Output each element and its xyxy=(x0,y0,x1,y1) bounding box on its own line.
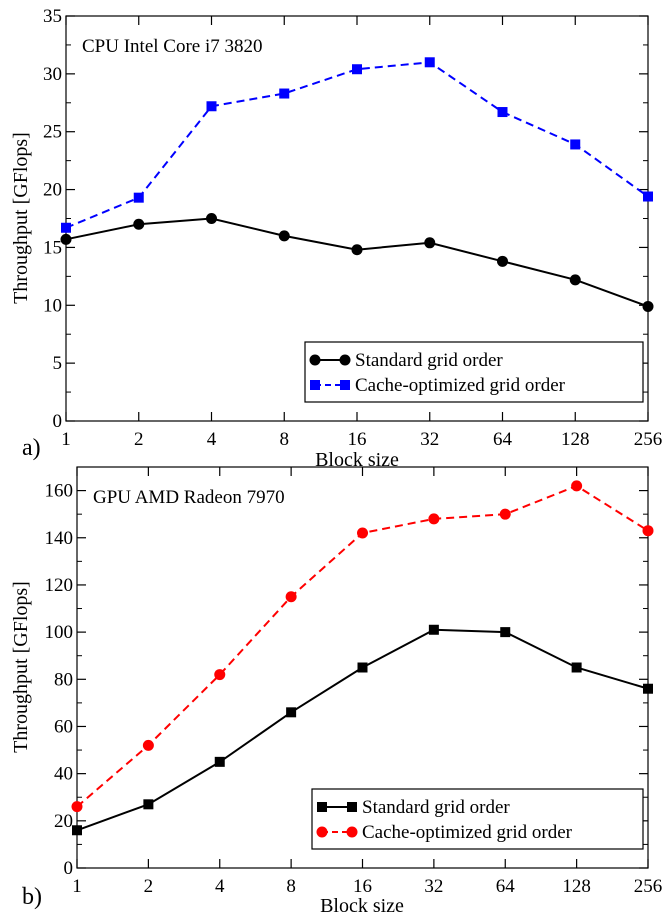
data-point xyxy=(499,508,511,520)
x-tick-label: 32 xyxy=(424,876,443,897)
y-tick-label: 0 xyxy=(64,858,74,879)
panel-b: 0 20 40 60 80 100 120 140 160 1 2 4 8 16 32 64 128 256 Blo… xyxy=(10,466,663,915)
legend-marker xyxy=(347,802,357,812)
series-line-1 xyxy=(65,61,649,229)
legend-label: Standard grid order xyxy=(362,797,510,818)
y-tick-label: 160 xyxy=(45,481,74,502)
x-tick-label: 2 xyxy=(134,429,144,450)
data-point xyxy=(642,525,654,537)
x-axis-label: Block size xyxy=(320,895,404,915)
y-tick-label: 35 xyxy=(43,6,62,27)
series-line-0 xyxy=(65,217,649,308)
data-point xyxy=(569,274,581,286)
legend-label: Standard grid order xyxy=(355,350,503,371)
x-tick-label: 256 xyxy=(634,876,663,897)
chart-annotation: CPU Intel Core i7 3820 xyxy=(82,36,263,57)
data-point xyxy=(133,192,144,203)
legend-box xyxy=(304,341,644,403)
x-tick-label: 1 xyxy=(72,876,82,897)
y-tick-label: 30 xyxy=(43,64,62,85)
legend-marker xyxy=(317,802,327,812)
legend-marker xyxy=(346,826,358,838)
data-point xyxy=(428,624,439,635)
x-tick-label: 4 xyxy=(215,876,225,897)
data-point xyxy=(279,88,290,99)
y-tick-label: 25 xyxy=(43,122,62,143)
data-point xyxy=(571,480,583,492)
panel-label: a) xyxy=(22,435,41,461)
data-point xyxy=(71,801,83,813)
x-tick-label: 8 xyxy=(280,429,290,450)
data-point xyxy=(643,683,653,694)
data-point xyxy=(497,255,508,267)
data-point xyxy=(351,244,363,256)
y-tick-label: 15 xyxy=(43,237,62,258)
data-point xyxy=(571,662,582,673)
x-tick-label: 128 xyxy=(562,876,591,897)
data-point xyxy=(206,213,217,224)
y-axis-label: Throughput [GFlops] xyxy=(10,132,32,304)
y-tick-label: 20 xyxy=(43,180,62,201)
panel-label: b) xyxy=(22,884,42,910)
data-point xyxy=(643,191,653,202)
data-point xyxy=(286,707,297,718)
legend-label: Cache-optimized grid order xyxy=(355,375,566,396)
y-tick-label: 10 xyxy=(43,295,62,316)
legend-marker xyxy=(309,354,321,366)
x-tick-label: 16 xyxy=(353,876,372,897)
panel-a: 0 5 10 15 20 25 30 35 1 2 4 8 16 32 64 128 256 Block size… xyxy=(10,6,662,471)
y-axis-label: Throughput [GFlops] xyxy=(10,581,32,753)
x-tick-label: 64 xyxy=(493,429,513,450)
data-point xyxy=(206,101,217,112)
data-point xyxy=(570,139,581,150)
data-point xyxy=(278,230,290,242)
data-point xyxy=(500,627,511,638)
data-point xyxy=(642,300,654,312)
y-tick-label: 5 xyxy=(53,353,63,374)
x-tick-label: 32 xyxy=(420,429,439,450)
data-point xyxy=(72,825,82,836)
legend-label: Cache-optimized grid order xyxy=(362,822,573,843)
x-axis-label: Block size xyxy=(315,449,399,471)
data-point xyxy=(61,222,71,233)
y-tick-label: 20 xyxy=(54,811,73,832)
x-tick-label: 64 xyxy=(496,876,516,897)
chart-annotation: GPU AMD Radeon 7970 xyxy=(93,487,285,508)
x-tick-label: 16 xyxy=(348,429,367,450)
data-point xyxy=(143,799,154,810)
legend-marker xyxy=(310,380,320,390)
x-tick-label: 256 xyxy=(634,429,663,450)
data-point xyxy=(428,513,440,525)
data-point xyxy=(357,662,368,673)
data-point xyxy=(424,57,435,68)
y-tick-label: 40 xyxy=(54,764,73,785)
data-point xyxy=(133,218,145,230)
x-tick-label: 8 xyxy=(286,876,296,897)
y-tick-label: 140 xyxy=(45,528,74,549)
x-tick-label: 1 xyxy=(61,429,71,450)
data-point xyxy=(424,237,436,249)
x-tick-label: 128 xyxy=(561,429,590,450)
x-tick-label: 2 xyxy=(144,876,154,897)
y-tick-label: 120 xyxy=(45,575,74,596)
y-tick-label: 100 xyxy=(45,622,74,643)
data-point xyxy=(142,739,154,751)
data-point xyxy=(60,233,72,245)
data-point xyxy=(497,107,508,118)
legend-box xyxy=(311,788,644,850)
legend-marker xyxy=(316,826,328,838)
x-tick-label: 4 xyxy=(207,429,217,450)
y-tick-label: 60 xyxy=(54,716,73,737)
y-tick-label: 80 xyxy=(54,669,73,690)
data-point xyxy=(214,756,225,767)
data-point xyxy=(357,527,368,539)
legend-marker xyxy=(340,380,350,390)
data-point xyxy=(214,669,226,681)
data-point xyxy=(285,591,297,603)
legend-marker xyxy=(339,354,351,366)
data-point xyxy=(352,64,362,75)
y-tick-label: 0 xyxy=(53,411,63,432)
